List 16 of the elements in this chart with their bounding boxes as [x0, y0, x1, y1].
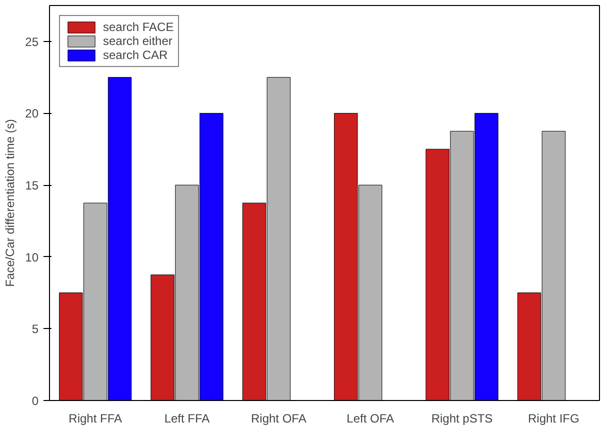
y-tick-label: 15: [25, 178, 39, 193]
x-tick-label: Right IFG: [528, 412, 580, 426]
x-tick-label: Right FFA: [68, 412, 122, 426]
y-tick-label: 5: [32, 322, 39, 336]
y-axis-title: Face/Car differentiation time (s): [3, 119, 18, 287]
x-tick-label: Right OFA: [250, 412, 306, 426]
x-tick-label: Right pSTS: [431, 412, 493, 426]
y-tick-label: 10: [25, 250, 39, 264]
y-tick-label: 20: [25, 106, 39, 121]
legend-label: search either: [103, 34, 172, 48]
legend-label: search CAR: [103, 48, 168, 62]
x-tick-label: Left OFA: [346, 412, 394, 426]
x-tick-label: Left FFA: [164, 412, 210, 426]
y-tick-label: 25: [25, 34, 39, 49]
y-tick-label: 0: [32, 394, 39, 408]
legend-label: search FACE: [103, 20, 174, 34]
